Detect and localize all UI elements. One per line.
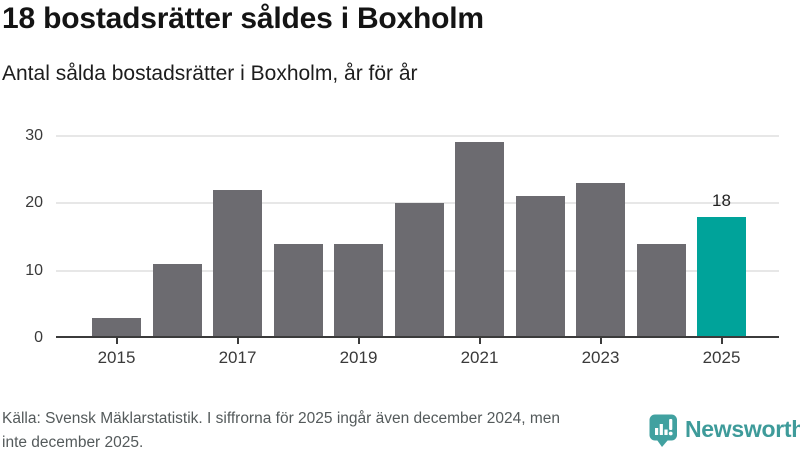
gridline <box>56 135 779 137</box>
x-tick-mark <box>479 338 481 344</box>
bar-2017 <box>213 190 262 339</box>
x-axis-tick-label: 2017 <box>203 348 273 368</box>
x-axis-tick-label: 2015 <box>82 348 152 368</box>
newsworthy-logo[interactable]: Newsworthy <box>649 413 800 449</box>
source-note: Källa: Svensk Mäklarstatistik. I siffror… <box>2 407 650 454</box>
bar-2021 <box>455 142 504 338</box>
bar-2023 <box>576 183 625 338</box>
bar-2024 <box>637 244 686 339</box>
bar-value-label: 18 <box>687 191 757 211</box>
newsworthy-brand-text: Newsworthy <box>685 416 800 443</box>
y-axis-tick-label: 0 <box>0 328 43 348</box>
y-axis-tick-label: 30 <box>0 126 43 146</box>
y-axis-tick-label: 10 <box>0 261 43 281</box>
bar-2022 <box>516 196 565 338</box>
chart-bubble-icon <box>649 413 678 453</box>
x-axis-tick-label: 2023 <box>566 348 636 368</box>
bar-2016 <box>153 264 202 338</box>
bar-2019 <box>334 244 383 339</box>
bar-2025 <box>697 217 746 339</box>
x-axis-tick-label: 2021 <box>445 348 515 368</box>
x-tick-mark <box>237 338 239 344</box>
source-note-line: Källa: Svensk Mäklarstatistik. I siffror… <box>2 407 650 431</box>
bar-2018 <box>274 244 323 339</box>
source-note-line: inte december 2025. <box>2 431 650 454</box>
bar-2020 <box>395 203 444 338</box>
x-tick-mark <box>116 338 118 344</box>
x-axis-tick-label: 2019 <box>324 348 394 368</box>
x-tick-mark <box>600 338 602 344</box>
x-axis-line <box>56 336 779 339</box>
y-axis-tick-label: 20 <box>0 193 43 213</box>
x-tick-mark <box>358 338 360 344</box>
x-tick-mark <box>721 338 723 344</box>
x-axis-tick-label: 2025 <box>687 348 757 368</box>
